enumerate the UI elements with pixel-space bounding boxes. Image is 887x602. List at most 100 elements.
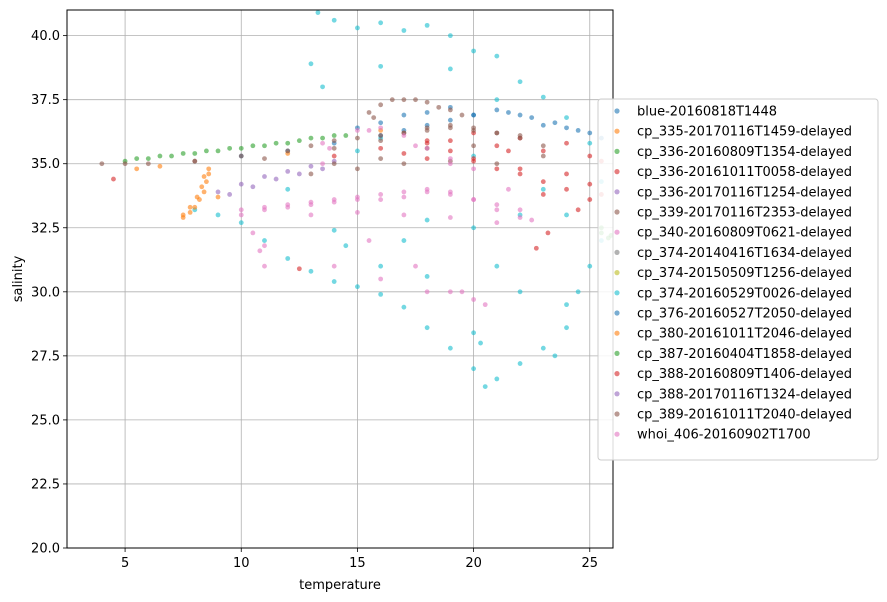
data-point: [343, 243, 349, 249]
data-point: [517, 79, 523, 85]
legend-entry: cp_374-20150509T1256-delayed: [614, 266, 852, 281]
legend-label: cp_374-20160529T0026-delayed: [637, 286, 852, 301]
y-tick-label: 25.0: [31, 413, 60, 428]
data-point: [413, 143, 418, 149]
y-tick-label: 32.5: [31, 221, 60, 236]
legend-entry: cp_380-20161011T2046-delayed: [614, 327, 852, 342]
data-point: [378, 63, 384, 69]
legend-marker: [614, 229, 620, 235]
data-point: [494, 143, 500, 149]
data-point: [366, 128, 372, 133]
data-point: [355, 128, 360, 133]
data-point: [494, 207, 500, 213]
data-point: [424, 145, 430, 151]
data-point: [308, 143, 314, 149]
plot-frame: [66, 9, 614, 549]
data-point: [471, 112, 476, 118]
data-point: [308, 171, 314, 177]
data-point: [378, 291, 384, 297]
data-point: [122, 161, 128, 167]
data-point: [471, 366, 476, 372]
data-point: [192, 204, 198, 210]
data-point: [552, 120, 558, 126]
data-point: [343, 133, 349, 138]
legend-label: cp_340-20160809T0621-delayed: [637, 226, 852, 241]
data-point: [215, 194, 221, 200]
data-point: [199, 184, 205, 190]
data-point: [587, 153, 593, 159]
data-point: [401, 97, 407, 103]
data-point: [355, 135, 360, 141]
data-point: [378, 192, 384, 197]
data-point: [471, 297, 476, 302]
x-tick-label: 15: [349, 556, 366, 571]
y-axis-ticks: 20.0 22.5 25.0 27.5 30.0 32.5 35.0 37.5 40.0: [31, 29, 67, 557]
legend-label: cp_336-20170116T1254-delayed: [637, 185, 852, 200]
data-point: [533, 245, 539, 251]
data-point: [378, 133, 384, 138]
series-cp_387-20160404T1858-delayed: [134, 133, 614, 238]
data-point: [540, 143, 546, 149]
legend-entry: cp_388-20160809T1406-delayed: [614, 367, 852, 382]
data-point: [389, 97, 395, 103]
data-point: [355, 284, 360, 290]
data-point: [471, 166, 476, 172]
series-cp_336-20170116T1254-delayed: [227, 166, 325, 197]
data-point: [564, 212, 569, 218]
data-point: [540, 179, 546, 185]
data-point: [262, 238, 267, 243]
data-point: [378, 120, 384, 126]
data-point: [575, 207, 581, 213]
data-point: [506, 110, 511, 115]
data-point: [506, 148, 511, 154]
data-point: [238, 212, 244, 218]
data-point: [145, 156, 151, 161]
legend-label: blue-20160818T1448: [637, 105, 777, 120]
legend-marker: [614, 189, 620, 195]
data-point: [447, 107, 453, 113]
legend-entry: cp_336-20160809T1354-delayed: [614, 145, 852, 160]
data-point: [215, 212, 221, 218]
data-point: [413, 263, 418, 269]
legend-label: cp_336-20161011T0058-delayed: [637, 165, 852, 180]
data-point: [285, 186, 291, 192]
data-point: [564, 171, 569, 177]
data-point: [378, 138, 384, 144]
data-point: [401, 133, 407, 138]
data-point: [424, 274, 430, 279]
data-point: [201, 189, 207, 195]
data-point: [494, 220, 500, 226]
data-point: [552, 353, 558, 359]
legend: blue-20160818T1448 cp_335-20170116T1459-d…: [597, 98, 879, 461]
data-point: [331, 153, 337, 159]
data-point: [308, 202, 314, 208]
data-point: [204, 179, 209, 185]
data-point: [517, 215, 523, 220]
data-point: [215, 189, 221, 195]
x-tick-label: 20: [465, 556, 482, 571]
legend-marker: [614, 209, 620, 215]
data-point: [447, 117, 453, 123]
data-point: [564, 115, 569, 120]
data-point: [436, 104, 442, 110]
data-point: [587, 263, 593, 269]
data-point: [285, 204, 291, 210]
data-point: [564, 302, 569, 308]
data-point: [378, 197, 384, 202]
data-point: [564, 140, 569, 146]
y-axis-label: salinity: [11, 255, 26, 302]
data-point: [540, 186, 546, 192]
data-point: [262, 174, 267, 179]
data-point: [331, 17, 337, 23]
legend-marker: [614, 411, 620, 417]
data-point: [227, 192, 233, 197]
series-cp_388-20170116T1324-delayed: [215, 158, 337, 195]
data-point: [540, 153, 546, 159]
legend-entry: cp_374-20160529T0026-delayed: [614, 286, 852, 301]
legend-entry: cp_387-20160404T1858-delayed: [614, 347, 852, 362]
data-point: [378, 125, 384, 131]
data-point: [315, 10, 321, 15]
legend-marker: [614, 350, 620, 356]
data-point: [540, 345, 546, 351]
